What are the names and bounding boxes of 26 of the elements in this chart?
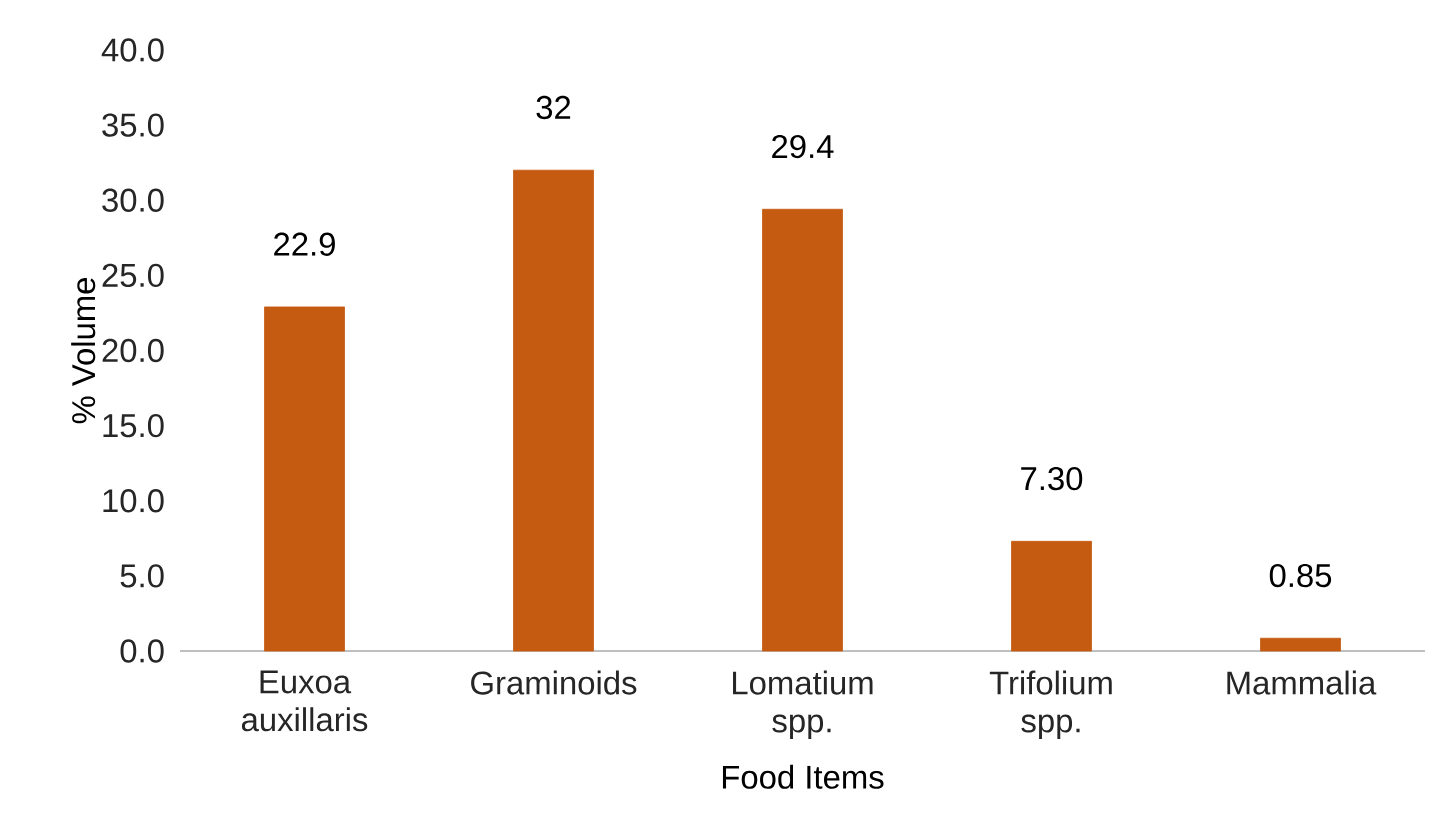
x-tick-label: Graminoids xyxy=(471,670,637,695)
x-tick-label: Mammalia xyxy=(1227,670,1377,695)
y-tick-label: 35.0 xyxy=(102,113,164,137)
y-tick-label: 25.0 xyxy=(102,263,164,287)
bar xyxy=(1260,637,1341,652)
y-tick-label: 30.0 xyxy=(102,188,164,212)
data-label: 0.85 xyxy=(1269,563,1332,588)
data-label: 22.9 xyxy=(274,232,335,256)
y-tick-label: 5.0 xyxy=(120,564,164,588)
x-tick-label: Lomatium spp. xyxy=(733,670,873,740)
x-axis-title: Food Items xyxy=(722,764,884,789)
bar xyxy=(762,208,843,652)
data-label: 29.4 xyxy=(772,134,834,159)
bar xyxy=(513,169,594,652)
y-tick-label: 20.0 xyxy=(102,338,164,363)
y-tick-label: 0.0 xyxy=(120,639,164,663)
bar xyxy=(1011,540,1092,652)
bar xyxy=(264,306,345,652)
data-label: 7.30 xyxy=(1021,466,1083,491)
y-tick-label: 15.0 xyxy=(103,413,164,438)
x-tick-label: Trifolium spp. xyxy=(989,670,1112,740)
x-tick-label: Euxoa auxillaris xyxy=(241,670,368,732)
y-axis-title: % Volume xyxy=(71,277,96,424)
y-tick-label: 40.0 xyxy=(101,38,164,62)
data-label: 32 xyxy=(536,95,571,120)
y-tick-label: 10.0 xyxy=(103,489,164,513)
